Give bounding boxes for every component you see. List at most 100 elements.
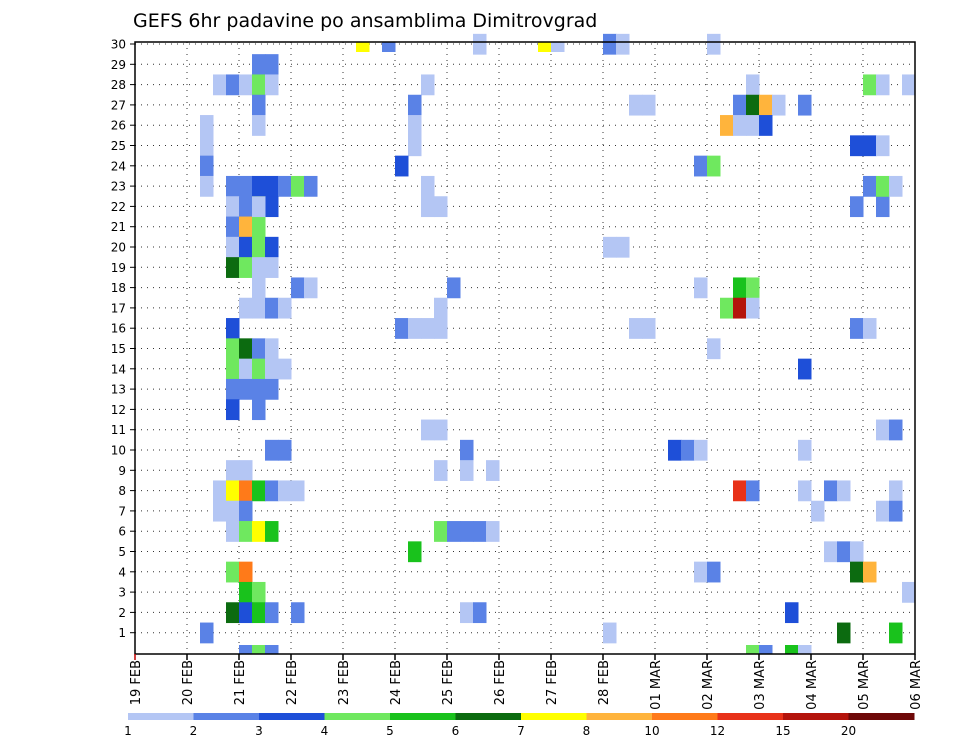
heatmap-cell [642, 94, 656, 116]
heatmap-cell [837, 622, 851, 644]
heatmap-cell [798, 94, 812, 116]
legend: 1 2 3 4 5 6 7 8 10 12 15 20 [124, 713, 915, 738]
heatmap-cell [226, 338, 240, 360]
x-tick-label: 04 MAR [805, 660, 820, 710]
heatmap-cell [226, 500, 240, 522]
heatmap-cell [252, 297, 266, 319]
heatmap-cell [395, 155, 409, 177]
heatmap-cell [408, 115, 422, 136]
heatmap-cell [902, 74, 916, 96]
heatmap-cell [746, 645, 760, 654]
heatmap-cell [226, 216, 240, 238]
y-tick-label: 9 [118, 464, 126, 478]
heatmap-cell [291, 602, 305, 624]
heatmap-cell [850, 135, 864, 157]
heatmap-cell [226, 257, 240, 278]
heatmap-cell [486, 521, 500, 542]
heatmap-cell [629, 94, 643, 116]
heatmap-cell [265, 74, 279, 96]
heatmap-cell [291, 175, 305, 197]
heatmap-cell [538, 42, 552, 52]
heatmap-cell [681, 439, 695, 461]
heatmap-cell [252, 581, 266, 603]
heatmap-cell [226, 358, 240, 380]
legend-label: 3 [255, 724, 263, 738]
legend-swatch [521, 713, 587, 720]
heatmap-cell [252, 236, 266, 258]
heatmap-cell [200, 135, 214, 157]
heatmap-cell [265, 358, 279, 380]
heatmap-cell [421, 196, 435, 218]
heatmap-cell [434, 521, 448, 542]
heatmap-cell [785, 602, 799, 624]
y-tick-label: 4 [118, 565, 126, 579]
y-tick-label: 14 [111, 362, 126, 376]
heatmap-cell [434, 419, 448, 441]
heatmap-cell [746, 74, 760, 96]
heatmap-cell [460, 439, 474, 461]
y-tick-label: 30 [111, 38, 126, 52]
heatmap-cell [733, 480, 747, 502]
heatmap-cell [707, 561, 721, 583]
heatmap-cell [239, 216, 253, 238]
heatmap-cell [863, 318, 877, 339]
heatmap-cell [616, 33, 630, 55]
heatmap-cell [798, 358, 812, 380]
heatmap-cell [252, 645, 266, 654]
heatmap-cell [746, 94, 760, 116]
heatmap-cell [421, 318, 435, 339]
legend-swatch [193, 713, 260, 720]
heatmap-cell [252, 358, 266, 380]
heatmap-cell [785, 645, 799, 654]
heatmap-cell [824, 480, 838, 502]
x-tick-label: 05 MAR [857, 660, 872, 710]
heatmap-cell [239, 645, 253, 654]
heatmap-cell [239, 500, 253, 522]
x-tick-label: 25 FEB [441, 660, 456, 705]
x-axis: 19 FEB 20 FEB 21 FEB 22 FEB 23 FEB 24 FEB 25 F… [129, 654, 924, 710]
heatmap-cell [252, 257, 266, 278]
heatmap-cell [252, 196, 266, 218]
heatmap-cell [226, 561, 240, 583]
heatmap-cell [460, 602, 474, 624]
heatmap-cell [733, 94, 747, 116]
heatmap-cell [811, 500, 825, 522]
heatmap-cell [252, 399, 266, 421]
heatmap-cell [252, 480, 266, 502]
heatmap-cell [291, 480, 305, 502]
heatmap-cell [252, 74, 266, 96]
heatmap-cell [239, 297, 253, 319]
heatmap-cell [408, 94, 422, 116]
legend-swatch [128, 713, 194, 720]
heatmap-cell [408, 135, 422, 157]
legend-swatch [717, 713, 784, 720]
heatmap-cell [200, 622, 214, 644]
legend-label: 20 [841, 724, 856, 738]
heatmap-cell [759, 645, 773, 654]
y-tick-label: 7 [118, 504, 126, 518]
heatmap-cell [265, 439, 279, 461]
y-tick-label: 13 [111, 383, 126, 397]
y-tick-label: 22 [111, 200, 126, 214]
heatmap-cell [434, 297, 448, 319]
heatmap-cell [200, 175, 214, 197]
heatmap-cell [239, 358, 253, 380]
heatmap-cell [226, 378, 240, 400]
heatmap-cell [889, 175, 903, 197]
legend-label: 5 [386, 724, 394, 738]
legend-label: 7 [517, 724, 525, 738]
heatmap-cell [850, 541, 864, 563]
heatmap-cell [473, 33, 487, 55]
heatmap-cell [421, 419, 435, 441]
y-tick-label: 25 [111, 139, 126, 153]
heatmap-cell [876, 419, 890, 441]
heatmap-cell [252, 277, 266, 299]
heatmap-cell [642, 318, 656, 339]
heatmap-cell [876, 196, 890, 218]
heatmap-cell [213, 500, 227, 522]
heatmap-cell [668, 439, 682, 461]
heatmap-cell [746, 297, 760, 319]
heatmap-cell [265, 257, 279, 278]
chart-title: GEFS 6hr padavine po ansamblima Dimitrov… [133, 10, 597, 32]
heatmap-cell [434, 196, 448, 218]
